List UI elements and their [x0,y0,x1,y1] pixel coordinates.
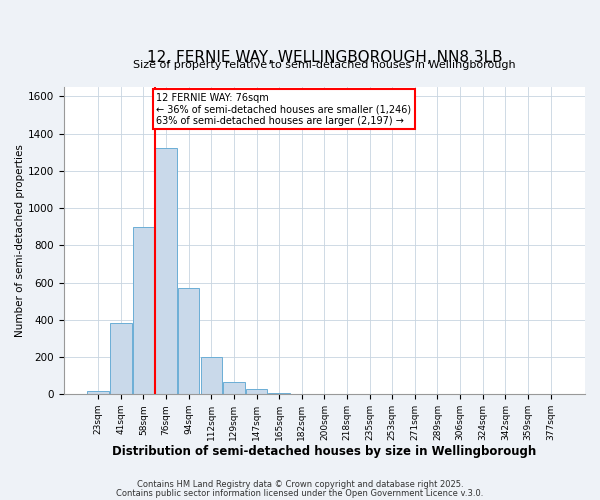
Text: 12 FERNIE WAY: 76sqm
← 36% of semi-detached houses are smaller (1,246)
63% of se: 12 FERNIE WAY: 76sqm ← 36% of semi-detac… [157,92,412,126]
Bar [178,288,199,394]
Bar [133,226,154,394]
Text: Contains HM Land Registry data © Crown copyright and database right 2025.: Contains HM Land Registry data © Crown c… [137,480,463,489]
Bar [88,390,109,394]
Text: Size of property relative to semi-detached houses in Wellingborough: Size of property relative to semi-detach… [133,60,515,70]
Bar [223,382,245,394]
Title: 12, FERNIE WAY, WELLINGBOROUGH, NN8 3LB: 12, FERNIE WAY, WELLINGBOROUGH, NN8 3LB [146,50,502,65]
X-axis label: Distribution of semi-detached houses by size in Wellingborough: Distribution of semi-detached houses by … [112,444,536,458]
Text: Contains public sector information licensed under the Open Government Licence v.: Contains public sector information licen… [116,488,484,498]
Y-axis label: Number of semi-detached properties: Number of semi-detached properties [15,144,25,337]
Bar [110,322,131,394]
Bar [246,389,267,394]
Bar [155,148,177,394]
Bar [200,357,222,394]
